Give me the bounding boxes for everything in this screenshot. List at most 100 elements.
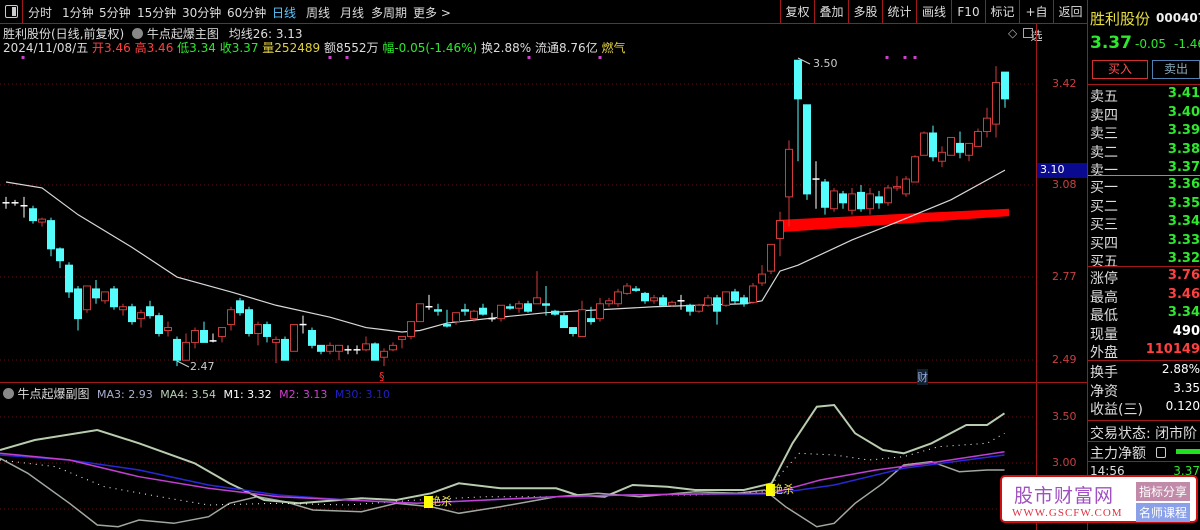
stock-name: 胜利股份 [1090,10,1151,28]
candle-body [785,148,793,198]
candle-body [587,318,595,323]
fund-row: 换手 2.88% [1090,362,1200,381]
tick-time: 14:56 [1090,464,1125,478]
sell-button[interactable]: 卖出 [1152,60,1200,79]
row-label: 最高 [1090,289,1118,306]
amount: 额8552万 [323,41,379,55]
high-marker-arrow [797,57,811,65]
candle-body [875,196,883,204]
row-label: 买一 [1090,180,1118,196]
toolbar-button[interactable]: 叠加 [814,0,848,24]
axis-label: 2.77 [1052,270,1077,283]
main-indicator-name[interactable]: 牛点起爆主图 [146,27,219,41]
row-value: 2.88% [1161,362,1200,376]
candle-body [497,304,505,320]
indicator-share-tag[interactable]: 指标分享 [1136,482,1191,501]
row-label: 卖三 [1090,126,1118,143]
sub-indicator-dropdown-icon[interactable] [3,388,14,399]
buy-button[interactable]: 买入 [1092,60,1148,79]
volume: 量252489 [262,41,321,55]
candle-body [578,309,586,337]
bids-row: 买三 3.34 [1090,214,1200,233]
fund-row: 收益(三) 0.120 [1090,399,1200,419]
asks-row: 卖三 3.39 [1090,123,1200,143]
candle-body [668,301,676,306]
concept-tag[interactable]: 燃气 [601,41,626,55]
low-marker-arrow [176,360,190,368]
watermark-name: 股市财富网 [1014,485,1115,507]
indicator-dropdown-icon[interactable] [132,28,144,39]
candle-body [947,136,955,156]
support-band [776,208,1009,233]
candle-body [902,178,910,195]
main-net-label: 主力净额 [1090,446,1146,462]
row-value: 3.37 [1167,160,1200,176]
period-tab[interactable]: 更多 > [413,6,451,20]
candle-body [749,285,757,303]
low-marker: 2.47 [190,360,215,373]
date: 2024/11/08/五 [3,41,89,55]
event-marker[interactable]: § [379,370,385,383]
teacher-course-tag[interactable]: 名师课程 [1136,503,1191,522]
row-label: 收益(三) [1090,402,1143,419]
period-tab[interactable]: 分时 [28,6,53,20]
window-toggle-icon[interactable] [1023,28,1033,38]
row-label: 换手 [1090,365,1118,381]
row-label: 卖四 [1090,107,1118,124]
panel-toggle-icon[interactable] [5,5,18,18]
finance-marker[interactable]: 财 [917,369,928,385]
m2-value: M2: 3.13 [279,388,328,401]
candle-body [362,343,370,351]
stats-row: 最高 3.46 [1090,287,1200,306]
diamond-icon[interactable]: ◇ [1008,26,1018,40]
ma3-line [0,457,1005,528]
bids-row: 买四 3.33 [1090,233,1200,252]
row-value: 3.35 [1167,195,1200,211]
candle-body [542,303,550,306]
period-tab[interactable]: 周线 [306,6,331,20]
stock-code: 000407 [1156,11,1200,25]
candle-body [659,297,667,306]
candle-body [623,285,631,294]
toolbar-button[interactable]: 复权 [780,0,814,24]
row-label: 卖二 [1090,144,1118,161]
ma26-value: 均线26: 3.13 [228,27,303,41]
kline-chart[interactable] [0,0,1036,530]
period-tab[interactable]: 月线 [340,6,365,20]
watermark-url: WWW.GSCFW.COM [1012,507,1123,519]
candle-body [434,309,442,312]
period-tab[interactable]: 1分钟 [62,6,94,20]
candle-body [830,190,838,210]
candle-body [965,142,973,156]
period-tab[interactable]: 15分钟 [137,6,177,20]
toolbar-button[interactable]: 统计 [882,0,916,24]
period-tab[interactable]: 30分钟 [182,6,222,20]
period-tab[interactable]: 5分钟 [99,6,131,20]
list-icon[interactable] [1156,447,1166,458]
price-change-pct: -1.46% [1174,37,1200,51]
period-tab[interactable]: 60分钟 [227,6,267,20]
candle-body [1001,71,1009,100]
candle-body [866,193,874,210]
candle-body [938,151,946,162]
toolbar-button[interactable]: 返回 [1053,0,1087,24]
candle-body [533,297,541,305]
toolbar-button[interactable]: 多股 [848,0,882,24]
candle-body [128,306,136,323]
toolbar-button[interactable]: F10 [951,0,985,24]
sub-axis-label: 3.00 [1052,456,1077,469]
period-tab[interactable]: 多周期 [371,6,408,20]
toolbar-button[interactable]: 画线 [916,0,951,24]
toolbar-button[interactable]: 标记 [985,0,1019,24]
sub-indicator-name[interactable]: 牛点起爆副图 [17,387,90,401]
price-change: -0.05 [1135,37,1167,51]
candle-body [164,327,172,332]
asks-row: 卖二 3.38 [1090,142,1200,161]
candle-body [443,324,451,327]
asks-row: 卖五 3.41 [1090,86,1200,105]
period-tab[interactable]: 日线 [272,6,297,20]
candle-body [101,291,109,302]
candle-body [227,309,235,326]
candle-body [704,297,712,306]
change: 幅-0.05(-1.46%) [382,41,478,55]
